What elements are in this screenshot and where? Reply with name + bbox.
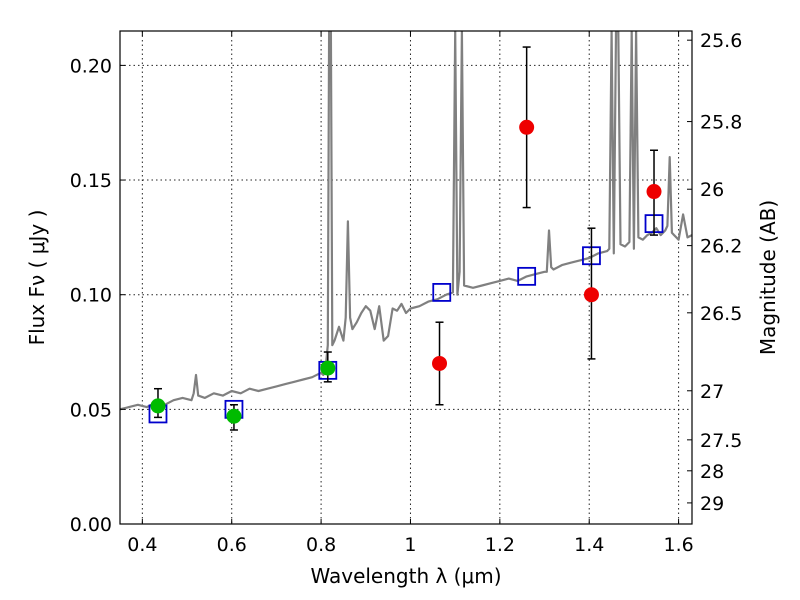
- axis-ticks: 0.4 0.6 0.8 1 1.2 1.4 1.6 0.00 0.05 0.10 0.15 0.20 2…: [70, 30, 743, 556]
- plot-frame: [119, 30, 693, 525]
- x-tick-label: 1.4: [574, 534, 604, 556]
- x-tick-label: 1.6: [663, 534, 693, 556]
- model-square-marker: [432, 283, 452, 302]
- grid-lines: [120, 31, 692, 525]
- x-tick-label: 0.8: [306, 534, 336, 556]
- data-point: [226, 408, 242, 424]
- data-point: [150, 398, 166, 414]
- y-tick-label: 0.15: [70, 170, 112, 192]
- y2-axis-title: Magnitude (AB): [756, 200, 780, 355]
- y2-tick-label: 28: [700, 461, 724, 483]
- y2-tick-label: 26.5: [700, 303, 742, 325]
- model-square-marker: [517, 266, 537, 286]
- y2-tick-label: 26: [700, 179, 724, 201]
- data-point: [320, 360, 336, 376]
- y-axis-title: Flux Fν ( μJy ): [25, 210, 49, 346]
- y-tick-label: 0.05: [70, 399, 112, 421]
- y2-tick-label: 29: [700, 493, 724, 515]
- x-tick-label: 0.4: [127, 534, 157, 556]
- spectrum-line: [120, 31, 692, 411]
- y-tick-label: 0.20: [70, 55, 112, 77]
- y2-tick-label: 26.2: [700, 236, 742, 258]
- x-tick-label: 1.2: [485, 534, 515, 556]
- data-point: [583, 287, 599, 303]
- y-tick-label: 0.00: [70, 514, 112, 536]
- y2-tick-label: 27: [700, 381, 724, 403]
- y2-tick-label: 27.5: [700, 430, 742, 452]
- y2-tick-label: 25.8: [700, 112, 742, 134]
- data-point: [519, 119, 535, 135]
- y-tick-label: 0.10: [70, 285, 112, 307]
- x-axis-title: Wavelength λ (μm): [310, 564, 501, 588]
- data-point: [646, 184, 662, 200]
- x-tick-label: 0.6: [217, 534, 247, 556]
- y2-tick-label: 25.6: [700, 30, 742, 52]
- data-point: [432, 355, 448, 371]
- plot-area: [120, 31, 692, 431]
- x-tick-label: 1: [404, 534, 416, 556]
